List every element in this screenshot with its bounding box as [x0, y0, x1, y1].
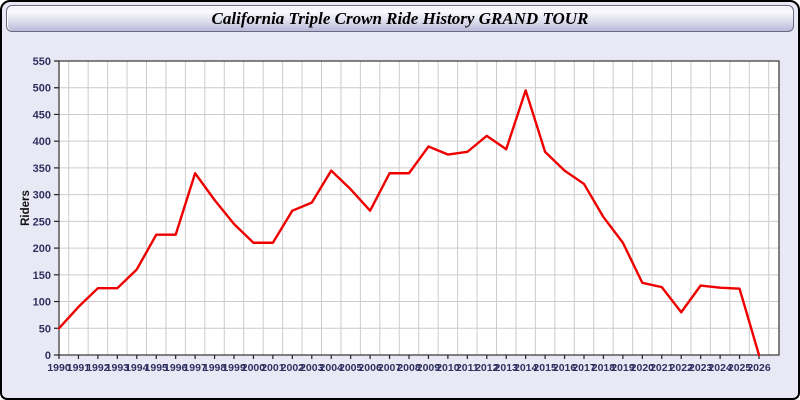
x-tick-label: 2014: [514, 362, 538, 374]
x-tick-label: 1997: [183, 362, 207, 374]
x-tick-label: 1998: [203, 362, 227, 374]
x-tick-label: 2026: [747, 362, 771, 374]
x-tick-label: 2023: [689, 362, 713, 374]
x-tick-label: 2010: [436, 362, 460, 374]
x-tick-label: 2012: [475, 362, 499, 374]
x-tick-label: 1992: [86, 362, 110, 374]
x-tick-label: 2025: [728, 362, 752, 374]
y-tick-label: 0: [45, 350, 51, 362]
x-tick-label: 2017: [572, 362, 596, 374]
y-tick-label: 300: [33, 190, 51, 202]
y-tick-label: 150: [33, 270, 51, 282]
x-tick-label: 1999: [222, 362, 246, 374]
data-line: [57, 89, 761, 357]
x-tick-label: 2002: [281, 362, 305, 374]
x-tick-label: 2001: [261, 362, 285, 374]
x-tick-label: 2000: [242, 362, 266, 374]
y-tick-label: 200: [33, 243, 51, 255]
x-tick-label: 2005: [339, 362, 363, 374]
y-tick-label: 50: [39, 323, 51, 335]
x-tick-label: 2022: [670, 362, 694, 374]
x-tick-label: 1996: [164, 362, 188, 374]
y-tick-label: 350: [33, 163, 51, 175]
y-tick-label: 250: [33, 216, 51, 228]
y-axis-title: Riders: [20, 190, 32, 226]
y-tick-label: 400: [33, 136, 51, 148]
x-tick-label: 2008: [397, 362, 421, 374]
x-tick-label: 2019: [611, 362, 635, 374]
x-tick-label: 2013: [495, 362, 519, 374]
x-tick-label: 2011: [456, 362, 479, 374]
x-tick-label: 2004: [320, 362, 344, 374]
y-tick-label: 100: [33, 297, 51, 309]
x-tick-label: 2006: [358, 362, 382, 374]
title-bar: California Triple Crown Ride History GRA…: [6, 5, 794, 32]
plot-border: [58, 60, 780, 356]
y-tick-label: 450: [33, 109, 51, 121]
chart-svg: 0501001502002503003504004505005501990199…: [20, 56, 780, 374]
x-tick-label: 2020: [631, 362, 655, 374]
x-tick-label: 2003: [300, 362, 324, 374]
x-tick-label: 2009: [417, 362, 441, 374]
x-tick-label: 2018: [592, 362, 616, 374]
x-tick-label: 2015: [533, 362, 557, 374]
x-tick-label: 1991: [67, 362, 91, 374]
x-tick-label: 1990: [47, 362, 71, 374]
x-tick-label: 1995: [145, 362, 169, 374]
x-tick-label: 1994: [125, 362, 149, 374]
x-tick-label: 2024: [708, 362, 732, 374]
y-tick-label: 550: [33, 56, 51, 68]
chart-title: California Triple Crown Ride History GRA…: [211, 8, 589, 28]
x-tick-label: 2016: [553, 362, 577, 374]
y-tick-label: 500: [33, 83, 51, 95]
x-tick-label: 2021: [650, 362, 674, 374]
chart-area: 0 50 100 150 200 250 300 350 400 450 500 550 1990 199…: [2, 32, 798, 398]
x-tick-label: 2007: [378, 362, 402, 374]
x-tick-label: 1993: [106, 362, 130, 374]
